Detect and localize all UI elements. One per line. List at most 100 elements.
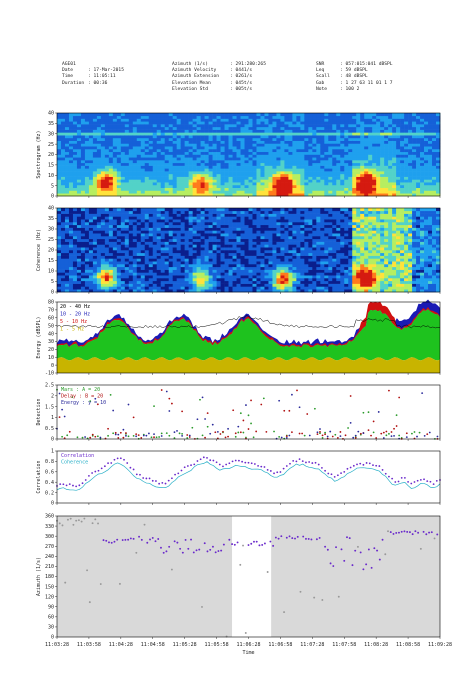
heat-cell — [216, 278, 221, 282]
heat-cell — [364, 193, 369, 197]
heat-cell — [376, 154, 381, 158]
heat-cell — [60, 140, 66, 144]
heat-cell — [328, 146, 333, 150]
heat-cell — [196, 286, 201, 290]
heat-cell — [124, 173, 130, 177]
heat-cell — [248, 261, 253, 265]
heat-cell — [420, 190, 425, 194]
heat-cell — [228, 118, 233, 122]
heat-cell — [240, 187, 245, 191]
heat-cell — [248, 238, 253, 242]
heat-cell — [428, 190, 433, 194]
heat-cell — [212, 184, 217, 188]
heat-cell — [272, 210, 277, 214]
heat-cell — [68, 222, 74, 226]
heat-cell — [112, 168, 118, 172]
heat-cell — [140, 210, 146, 214]
heat-cell — [184, 137, 189, 141]
heat-cell — [272, 132, 277, 136]
heat-cell — [208, 213, 213, 217]
heat-cell — [380, 118, 385, 122]
heat-cell — [92, 227, 98, 231]
heat-cell — [284, 261, 289, 265]
heat-cell — [308, 261, 313, 265]
heat-cell — [316, 216, 321, 220]
heat-cell — [172, 165, 177, 169]
heat-cell — [328, 118, 333, 122]
heat-cell — [168, 208, 173, 212]
heat-cell — [232, 241, 237, 245]
heat-cell — [76, 219, 82, 223]
heat-cell — [260, 238, 265, 242]
heat-cell — [248, 258, 253, 262]
heat-cell — [384, 179, 389, 183]
heat-cell — [76, 129, 82, 133]
heat-cell — [84, 135, 90, 139]
heat-cell — [364, 182, 369, 186]
heat-cell — [336, 113, 341, 117]
heat-cell — [252, 121, 257, 125]
heat-cell — [80, 154, 86, 158]
heat-cell — [212, 244, 217, 248]
heat-cell — [136, 230, 142, 234]
heat-cell — [196, 132, 201, 136]
heat-cell — [224, 278, 229, 282]
heat-cell — [180, 126, 185, 130]
heat-cell — [84, 210, 90, 214]
heat-cell — [404, 137, 409, 141]
heat-cell — [132, 179, 138, 183]
heat-cell — [276, 227, 281, 231]
heat-cell — [100, 132, 106, 136]
heat-cell — [152, 146, 158, 150]
heat-cell — [236, 238, 241, 242]
heat-cell — [188, 241, 193, 245]
heat-cell — [316, 135, 321, 139]
heat-cell — [280, 135, 285, 139]
heat-cell — [128, 255, 134, 259]
heat-cell — [296, 171, 301, 175]
heat-cell — [276, 132, 281, 136]
heat-cell — [304, 176, 309, 180]
heat-cell — [248, 165, 253, 169]
heat-cell — [176, 126, 181, 130]
heat-cell — [108, 227, 114, 231]
heat-cell — [268, 160, 273, 164]
heat-cell — [140, 160, 146, 164]
heat-cell — [248, 179, 253, 183]
heat-cell — [120, 165, 126, 169]
heat-cell — [228, 247, 233, 251]
heat-cell — [128, 224, 134, 228]
heat-cell — [276, 171, 281, 175]
heat-cell — [436, 190, 441, 194]
heat-cell — [376, 157, 381, 161]
heat-cell — [176, 154, 181, 158]
heat-cell — [284, 193, 289, 197]
heat-cell — [312, 252, 317, 256]
heat-cell — [212, 124, 217, 128]
heat-cell — [328, 129, 333, 133]
heat-cell — [57, 179, 62, 183]
heat-cell — [248, 126, 253, 130]
heat-cell — [208, 135, 213, 139]
heat-cell — [352, 132, 357, 136]
heat-cell — [276, 157, 281, 161]
heat-cell — [140, 213, 146, 217]
heat-cell — [264, 148, 269, 153]
heat-cell — [300, 210, 305, 214]
heat-cell — [284, 160, 289, 164]
heat-cell — [308, 137, 313, 141]
heat-cell — [200, 126, 205, 130]
heat-cell — [80, 286, 86, 290]
heat-cell — [216, 236, 221, 240]
heat-cell — [200, 118, 205, 122]
heat-cell — [216, 219, 221, 223]
heat-cell — [372, 176, 377, 180]
heat-cell — [176, 238, 181, 242]
heat-cell — [156, 176, 162, 180]
heat-cell — [164, 250, 170, 254]
heat-cell — [168, 266, 173, 270]
heat-cell — [376, 118, 381, 122]
heat-cell — [264, 216, 269, 220]
heat-cell — [60, 126, 66, 130]
heat-cell — [196, 184, 201, 188]
